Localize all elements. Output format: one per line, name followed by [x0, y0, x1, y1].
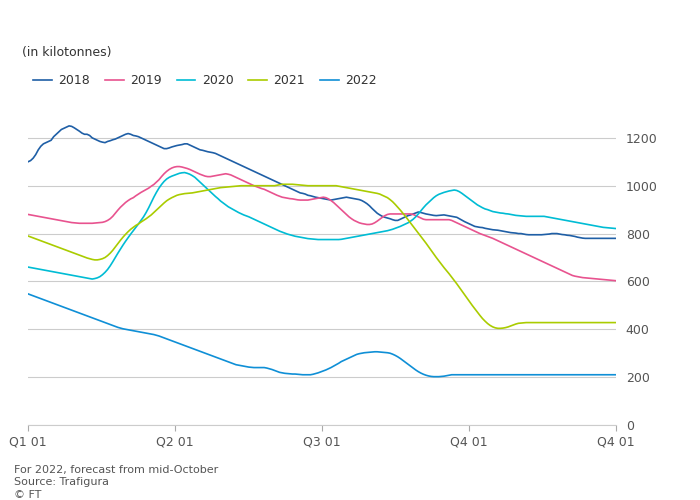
Line: 2020: 2020: [28, 172, 616, 279]
2021: [278, 182, 286, 188]
2018: [612, 236, 620, 242]
2018: [581, 236, 589, 242]
Legend: 2018, 2019, 2020, 2021, 2022: 2018, 2019, 2020, 2021, 2022: [29, 70, 382, 92]
2022: [504, 372, 512, 378]
Line: 2019: 2019: [28, 166, 616, 280]
2022: [609, 372, 617, 378]
2022: [612, 372, 620, 378]
2020: [24, 264, 32, 270]
2022: [24, 291, 32, 297]
2021: [132, 222, 140, 228]
2022: [491, 372, 500, 378]
2019: [612, 278, 620, 283]
Text: Source: Trafigura: Source: Trafigura: [14, 477, 109, 487]
2018: [504, 229, 512, 235]
2020: [88, 276, 97, 282]
2018: [24, 159, 32, 165]
2022: [430, 374, 438, 380]
2021: [224, 184, 232, 190]
2019: [504, 242, 512, 248]
2021: [573, 320, 582, 326]
2018: [570, 234, 579, 239]
2020: [476, 204, 484, 210]
2018: [491, 227, 500, 233]
2021: [494, 326, 502, 332]
2019: [132, 193, 140, 199]
2020: [181, 170, 189, 175]
Line: 2018: 2018: [28, 126, 616, 238]
2019: [609, 278, 617, 283]
Line: 2021: 2021: [28, 184, 616, 328]
Text: © FT: © FT: [14, 490, 41, 500]
2021: [491, 325, 500, 331]
2018: [134, 134, 143, 140]
2020: [507, 212, 515, 218]
2021: [612, 320, 620, 326]
2018: [473, 224, 482, 230]
2020: [573, 220, 582, 226]
2020: [612, 226, 620, 232]
2021: [24, 233, 32, 239]
2022: [570, 372, 579, 378]
Text: (in kilotonnes): (in kilotonnes): [22, 46, 111, 60]
2020: [134, 221, 143, 227]
2019: [173, 164, 181, 170]
2018: [227, 158, 235, 164]
Line: 2022: 2022: [28, 294, 616, 376]
2020: [494, 210, 502, 216]
2022: [224, 359, 232, 365]
2020: [229, 206, 237, 212]
2018: [65, 123, 74, 129]
Text: For 2022, forecast from mid-October: For 2022, forecast from mid-October: [14, 464, 218, 474]
2021: [473, 309, 482, 315]
2019: [227, 172, 235, 178]
2019: [570, 273, 579, 279]
2021: [507, 323, 515, 329]
2019: [24, 212, 32, 218]
2022: [132, 328, 140, 334]
2019: [491, 236, 500, 242]
